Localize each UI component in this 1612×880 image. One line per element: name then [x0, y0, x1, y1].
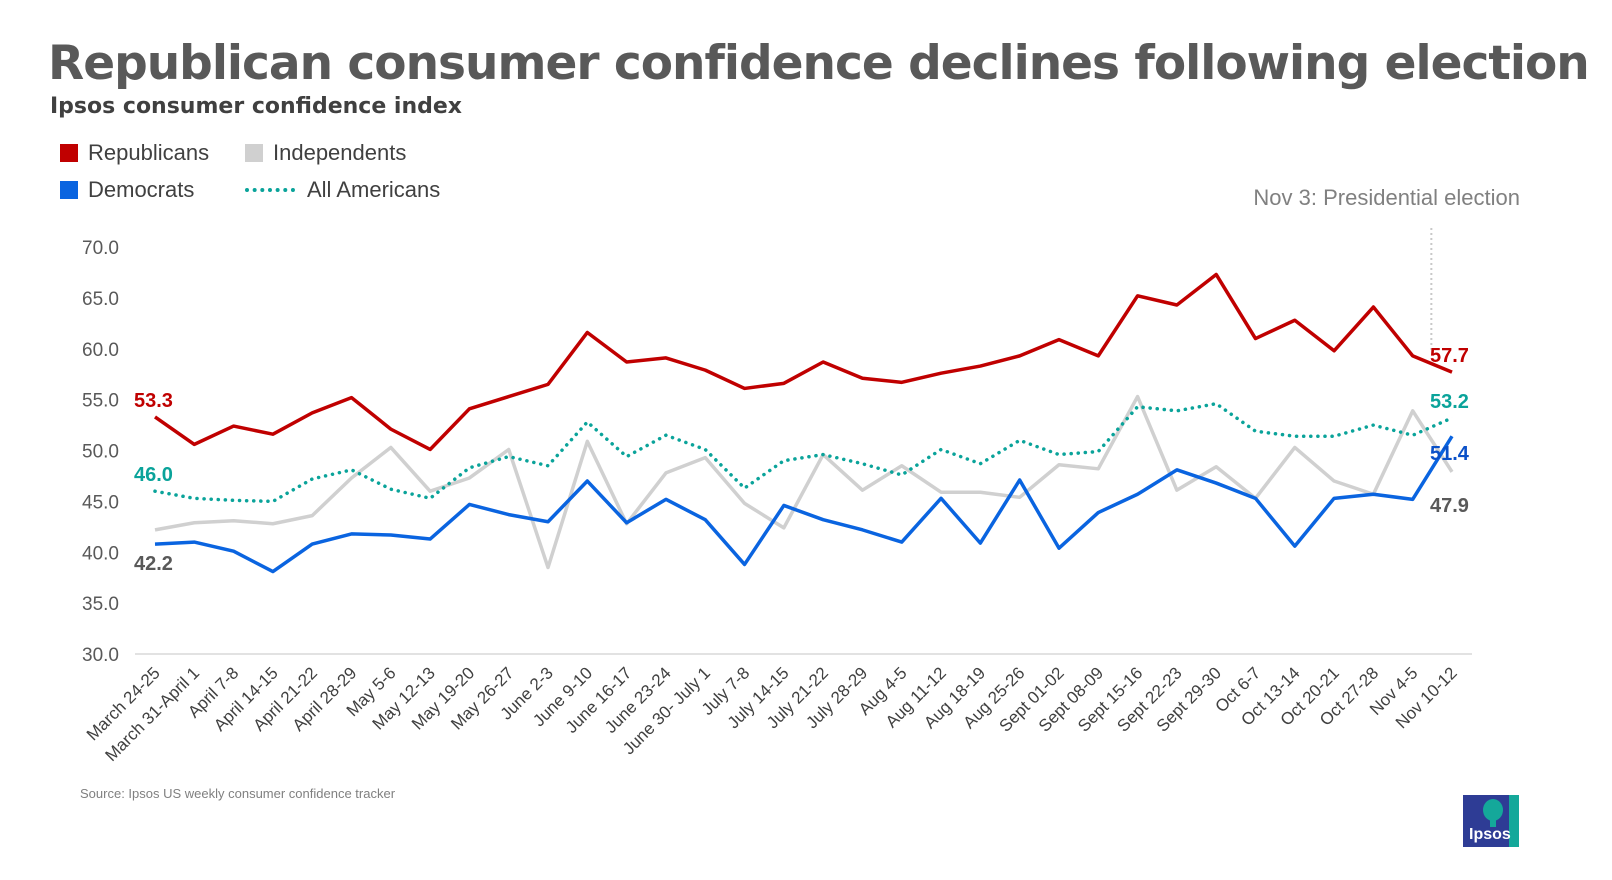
data-label-last: 57.7: [1430, 345, 1469, 367]
logo-text: Ipsos: [1469, 826, 1511, 843]
election-annotation: Nov 3: Presidential election: [1253, 185, 1520, 210]
legend-label: All Americans: [307, 177, 441, 202]
legend-swatch-blue: [60, 181, 78, 199]
legend-republicans: Republicans: [60, 140, 209, 166]
y-tick-label: 55.0: [82, 391, 119, 412]
series-line-republicans: [153, 272, 1453, 452]
legend-all-americans: All Americans: [245, 177, 440, 203]
chart-subtitle: Ipsos consumer confidence index: [50, 94, 462, 119]
legend-independents: Independents: [245, 140, 406, 166]
legend-swatch-red: [60, 144, 78, 162]
data-label-last: 51.4: [1430, 443, 1470, 465]
legend-label: Republicans: [88, 140, 210, 165]
y-tick-label: 70.0: [82, 238, 119, 259]
data-label-first: 46.0: [134, 464, 173, 486]
legend-democrats: Democrats: [60, 177, 194, 203]
data-label-last: 47.9: [1430, 495, 1469, 517]
legend-label: Democrats: [88, 177, 195, 202]
data-label-first: 42.2: [134, 553, 173, 575]
series-line-democrats: [154, 435, 1454, 574]
y-tick-label: 45.0: [82, 492, 119, 513]
chart-title: Republican consumer confidence declines …: [48, 36, 1590, 91]
y-tick-label: 35.0: [82, 594, 119, 615]
ipsos-logo: Ipsos: [1463, 795, 1519, 847]
series-line-all-americans: [153, 401, 1454, 504]
y-tick-label: 30.0: [82, 645, 119, 666]
data-label-first: 53.3: [134, 390, 173, 412]
y-tick-label: 50.0: [82, 442, 119, 463]
y-tick-label: 65.0: [82, 289, 119, 310]
series-line-independents: [154, 394, 1454, 570]
data-label-last: 53.2: [1430, 391, 1469, 413]
legend-swatch-gray: [245, 144, 263, 162]
source-note: Source: Ipsos US weekly consumer confide…: [80, 786, 396, 801]
y-tick-label: 60.0: [82, 340, 119, 361]
legend-label: Independents: [273, 140, 407, 165]
y-tick-label: 40.0: [82, 543, 119, 564]
legend-swatch-dotted: [245, 188, 295, 192]
